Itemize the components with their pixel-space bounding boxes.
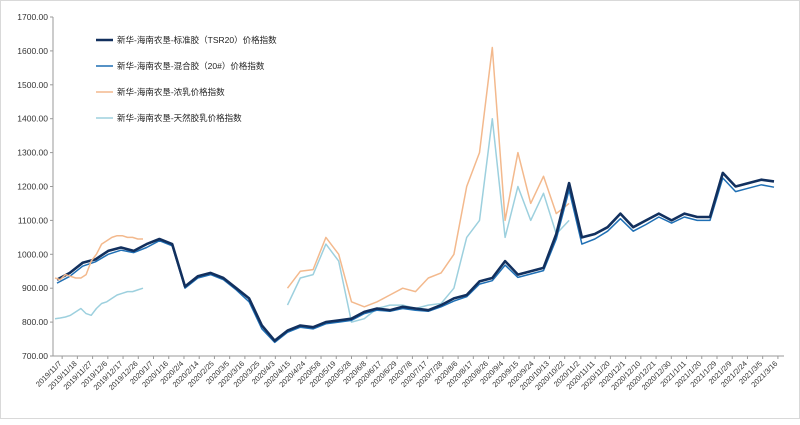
- series-line-early: [54, 287, 144, 320]
- legend: 新华-海南农垦-标准胶（TSR20）价格指数新华-海南农垦-混合胶（20#）价格…: [96, 35, 277, 123]
- legend-label: 新华-海南农垦-天然胶乳价格指数: [117, 113, 242, 123]
- y-tick-label: 1000.00: [17, 249, 48, 259]
- y-tick-label: 1100.00: [18, 215, 48, 225]
- series-line: [286, 117, 570, 323]
- y-tick-label: 1600.00: [17, 46, 48, 56]
- legend-label: 新华-海南农垦-混合胶（20#）价格指数: [117, 61, 265, 71]
- legend-label: 新华-海南农垦-标准胶（TSR20）价格指数: [117, 35, 277, 45]
- y-tick-label: 1700.00: [17, 12, 48, 22]
- y-tick-label: 800.00: [22, 317, 48, 327]
- y-tick-label: 1500.00: [17, 80, 48, 90]
- series-line-early: [54, 234, 143, 281]
- series-lines: [54, 46, 775, 344]
- series-line: [286, 46, 570, 308]
- legend-label: 新华-海南农垦-浓乳价格指数: [117, 87, 225, 97]
- y-tick-label: 900.00: [22, 283, 48, 293]
- series-line: [56, 177, 775, 344]
- y-tick-label: 1200.00: [17, 182, 48, 192]
- y-tick-label: 1400.00: [17, 114, 48, 124]
- y-tick-label: 700.00: [22, 351, 48, 361]
- series-line: [56, 171, 775, 342]
- y-tick-label: 1300.00: [17, 148, 48, 158]
